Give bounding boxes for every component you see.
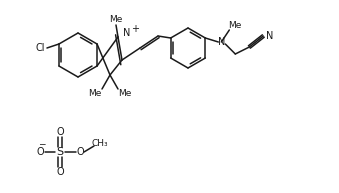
Text: Me: Me: [109, 14, 123, 24]
Text: N: N: [266, 31, 273, 41]
Text: CH₃: CH₃: [92, 140, 108, 148]
Text: Me: Me: [227, 20, 241, 30]
Text: O: O: [76, 147, 84, 157]
Text: Cl: Cl: [35, 43, 45, 53]
Text: O: O: [36, 147, 44, 157]
Text: N: N: [218, 37, 225, 47]
Text: +: +: [131, 24, 139, 34]
Text: S: S: [56, 147, 64, 157]
Text: O: O: [56, 127, 64, 137]
Text: −: −: [38, 140, 46, 148]
Text: Me: Me: [88, 90, 102, 98]
Text: N: N: [123, 28, 131, 38]
Text: O: O: [56, 167, 64, 177]
Text: Me: Me: [118, 90, 132, 98]
